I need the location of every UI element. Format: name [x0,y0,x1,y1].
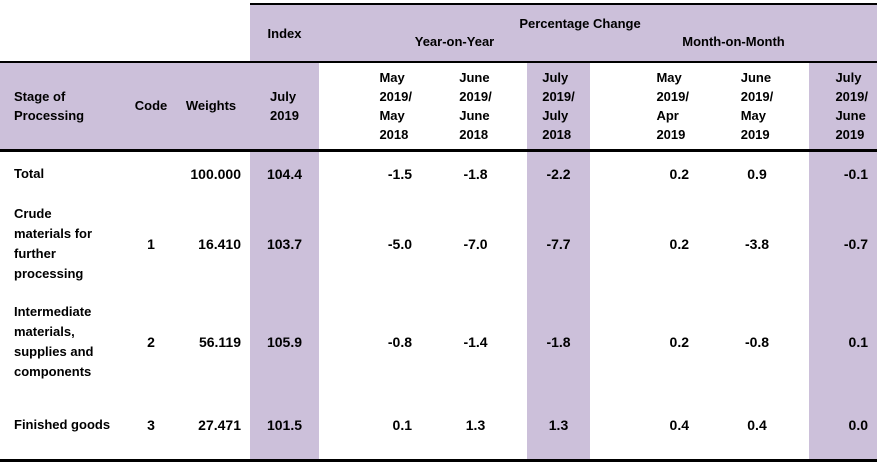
col-header-yoy-june: June 2019/ June 2018 [424,62,527,152]
stage-cell: Intermediate materials, supplies and com… [14,304,94,379]
stage-cell: Finished goods [0,392,130,462]
code-cell: 2 [147,334,155,350]
year-on-year-label: Year-on-Year [414,34,495,49]
col-header-code: Code [130,62,172,152]
mom-june-cell: 0.4 [705,392,809,462]
top-left-spacer [0,4,250,63]
ppi-table: Index Percentage Change Year-on-Year Mon… [0,3,877,462]
col-header-mom-may: May 2019/ Apr 2019 [590,62,705,152]
mom-june-cell: -0.8 [744,334,770,350]
yoy-may-cell: -0.8 [387,334,412,350]
table-row-intermediate-materials: Intermediate materials, supplies and com… [0,292,877,392]
index-cell: 101.5 [250,392,319,462]
yoy-june-cell: -1.4 [463,334,488,350]
table-row-finished-goods: Finished goods 3 27.471 101.5 0.1 1.3 1.… [0,392,877,462]
stage-cell: Crude materials for further processing [14,206,93,281]
yoy-july-cell: -2.2 [527,150,590,196]
column-header-row: Stage of Processing Code Weights July 20… [0,62,877,152]
code-cell: 1 [147,236,155,252]
weights-cell: 16.410 [198,236,241,252]
col-header-stage: Stage of Processing [0,62,130,152]
index-group-header: Index [250,3,319,63]
table-row-total: Total 100.000 104.4 -1.5 -1.8 -2.2 0.2 0… [0,150,877,196]
code-cell [130,150,172,196]
month-on-month-label: Month-on-Month [682,34,785,49]
top-header-row: Index Percentage Change Year-on-Year Mon… [0,3,877,63]
mom-july-cell: -0.1 [809,150,877,196]
mom-june-cell: 0.9 [747,165,767,182]
mom-july-cell: 0.1 [809,292,877,392]
weights-cell: 27.471 [172,392,250,462]
col-header-weights: Weights [172,62,250,152]
percentage-change-group-header: Percentage Change Year-on-Year Month-on-… [319,3,877,63]
mom-may-cell: 0.2 [669,165,689,182]
index-cell: 103.7 [250,196,319,292]
code-cell: 3 [130,392,172,462]
table-row-crude-materials: Crude materials for further processing 1… [0,196,877,292]
index-cell: 104.4 [250,150,319,196]
col-header-mom-june: June 2019/ May 2019 [705,62,809,152]
col-header-mom-july: July 2019/ June 2019 [809,62,877,152]
weights-cell: 100.000 [190,165,241,182]
col-header-yoy-may: May 2019/ May 2018 [319,62,424,152]
col-header-index-july-2019: July 2019 [250,62,319,152]
yoy-may-cell: -1.5 [387,165,412,182]
index-cell: 105.9 [250,292,319,392]
percentage-change-label: Percentage Change [519,16,641,31]
mom-june-cell: -3.8 [744,236,770,252]
weights-cell: 56.119 [198,334,241,350]
yoy-june-cell: -7.0 [463,236,488,252]
yoy-july-cell: -1.8 [527,292,590,392]
stage-cell: Total [14,165,45,181]
yoy-july-cell: -7.7 [527,196,590,292]
mom-july-cell: -0.7 [809,196,877,292]
mom-may-cell: 0.4 [590,392,705,462]
yoy-july-cell: 1.3 [527,392,590,462]
mom-may-cell: 0.2 [669,236,689,252]
col-header-yoy-july: July 2019/ July 2018 [527,62,590,152]
mom-july-cell: 0.0 [809,392,877,462]
mom-may-cell: 0.2 [669,334,689,350]
yoy-may-cell: -5.0 [387,236,412,252]
yoy-june-cell: 1.3 [424,392,527,462]
yoy-may-cell: 0.1 [319,392,424,462]
yoy-june-cell: -1.8 [463,165,488,182]
